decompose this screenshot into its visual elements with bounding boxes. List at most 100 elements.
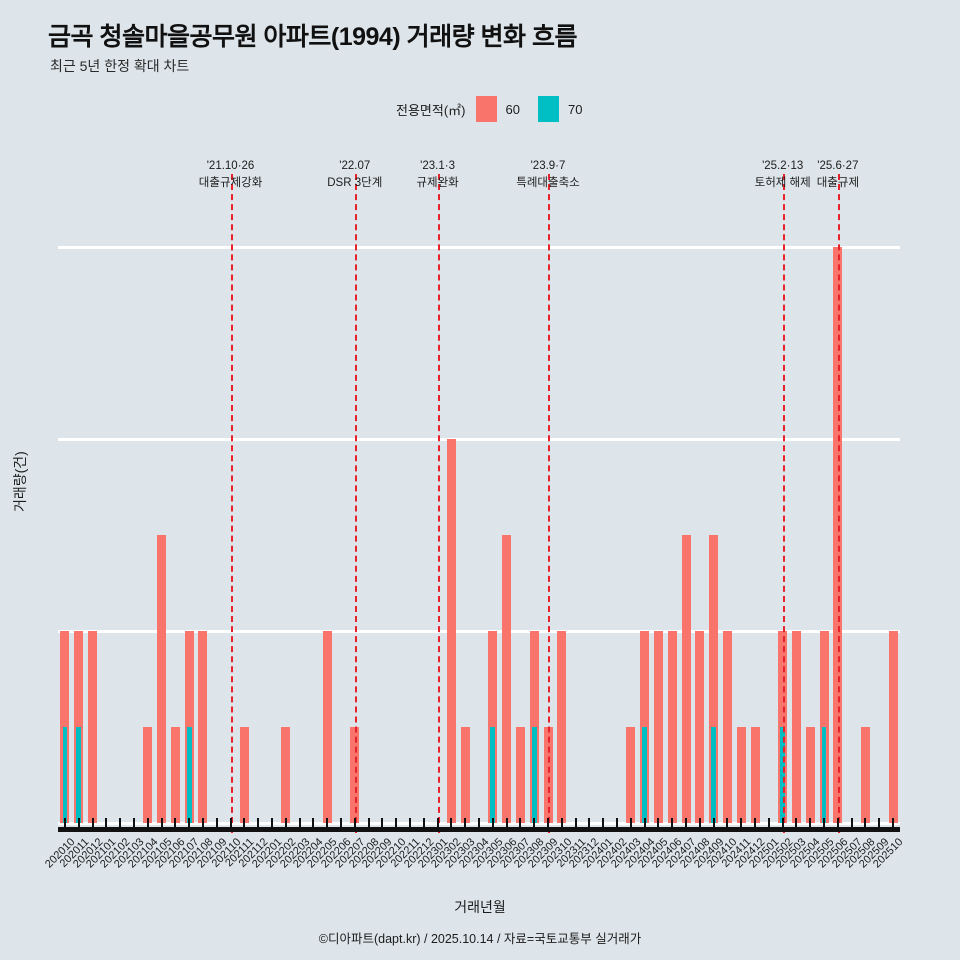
event-label-202301: '23.1·3 규제완화: [416, 158, 458, 192]
event-line-202506: [837, 174, 840, 833]
bar-60-202310[interactable]: [557, 631, 567, 823]
x-tick: [892, 818, 895, 827]
event-label-202506: '25.6·27 대출규제: [817, 158, 859, 192]
bar-70-202409[interactable]: [711, 727, 717, 823]
x-tick: [574, 818, 577, 827]
event-name: 특례대출축소: [516, 177, 580, 189]
bar-60-202012[interactable]: [88, 631, 97, 823]
gridline: [58, 245, 900, 249]
x-tick: [367, 818, 370, 827]
x-tick: [712, 818, 715, 827]
bar-60-202202[interactable]: [281, 727, 291, 823]
x-tick: [257, 818, 260, 827]
bar-60-202411[interactable]: [736, 727, 746, 823]
x-tick: [671, 818, 674, 827]
event-date: '21.10·26: [206, 160, 255, 172]
x-tick: [243, 818, 246, 827]
x-tick: [547, 818, 550, 827]
x-tick: [422, 818, 425, 827]
x-tick: [174, 818, 177, 827]
x-tick: [698, 818, 701, 827]
bar-60-202503[interactable]: [791, 631, 801, 823]
legend-swatch-70: [537, 96, 559, 122]
bar-70-202010[interactable]: [62, 727, 68, 823]
bar-70-202305[interactable]: [490, 727, 496, 823]
x-tick: [119, 818, 122, 827]
bar-60-202307[interactable]: [515, 727, 525, 823]
plot-area: 0246: [58, 174, 900, 833]
x-tick: [836, 818, 839, 827]
bar-70-202011[interactable]: [76, 727, 82, 823]
x-tick: [602, 818, 605, 827]
x-tick: [77, 818, 80, 827]
bar-60-202406[interactable]: [667, 631, 677, 823]
bar-60-202408[interactable]: [695, 631, 705, 823]
bar-70-202107[interactable]: [186, 727, 192, 823]
bar-60-202403[interactable]: [626, 727, 636, 823]
bar-60-202105[interactable]: [157, 535, 167, 823]
x-tick: [436, 818, 439, 827]
x-tick: [809, 818, 812, 827]
legend-item-70[interactable]: 70: [537, 96, 583, 122]
x-tick: [395, 818, 398, 827]
x-tick: [657, 818, 660, 827]
bar-60-202302[interactable]: [446, 439, 456, 823]
x-tick: [643, 818, 646, 827]
legend-label-70: 70: [567, 101, 583, 117]
x-tick: [298, 818, 301, 827]
x-axis: 202010 202011 202012 202101 202102 202103 2021…: [43, 818, 906, 870]
bar-70-202308[interactable]: [531, 727, 537, 823]
legend-swatch-60: [475, 96, 497, 122]
bar-60-202410[interactable]: [722, 631, 732, 823]
y-axis-label: 거래량(건): [12, 451, 28, 512]
bar-60-202405[interactable]: [653, 631, 663, 823]
bar-60-202108[interactable]: [198, 631, 208, 823]
x-tick: [795, 818, 798, 827]
chart-legend: 전용면적(㎡) 60 70: [396, 96, 600, 122]
x-tick: [450, 818, 453, 827]
bar-60-202306[interactable]: [502, 535, 512, 823]
bar-70-202404[interactable]: [642, 727, 648, 823]
bar-60-202407[interactable]: [681, 535, 691, 823]
x-tick: [519, 818, 522, 827]
bar-60-202510[interactable]: [888, 631, 898, 823]
bar-60-202504[interactable]: [805, 727, 815, 823]
legend-item-60[interactable]: 60: [475, 96, 520, 122]
page-title: 금곡 청솔마을공무원 아파트(1994) 거래량 변화 흐름: [48, 23, 578, 51]
x-tick: [215, 818, 218, 827]
x-tick: [685, 818, 688, 827]
x-axis-label: 거래년월: [454, 899, 506, 915]
bar-70-202502[interactable]: [780, 727, 786, 823]
bar-60-202104[interactable]: [143, 727, 153, 823]
x-tick: [726, 818, 729, 827]
event-date: '23.9·7: [530, 160, 566, 172]
bar-70-202505[interactable]: [821, 727, 827, 823]
x-tick: [505, 818, 508, 827]
bar-60-202409[interactable]: [709, 535, 719, 823]
x-tick: [201, 818, 204, 827]
x-tick: [767, 818, 770, 827]
bar-60-202106[interactable]: [170, 727, 180, 823]
bar-60-202508[interactable]: [860, 727, 870, 823]
x-tick: [146, 818, 149, 827]
bar-60-202205[interactable]: [322, 631, 332, 823]
x-tick: [823, 818, 826, 827]
bar-60-202412[interactable]: [750, 727, 760, 823]
event-name: 대출규제: [816, 177, 860, 189]
event-date: '22.07: [339, 160, 371, 172]
event-date: '23.1·3: [420, 160, 455, 172]
x-tick: [229, 818, 232, 827]
x-tick: [464, 818, 467, 827]
event-line-202309: [548, 174, 551, 833]
bar-60-202111[interactable]: [239, 727, 249, 823]
x-tick: [91, 818, 94, 827]
x-tick: [312, 818, 315, 827]
x-tick: [878, 818, 881, 827]
bar-60-202303[interactable]: [460, 727, 470, 823]
x-tick: [284, 818, 287, 827]
x-tick: [850, 818, 853, 827]
x-tick: [270, 818, 273, 827]
event-name: 대출규제강화: [198, 177, 263, 189]
x-tick: [63, 818, 66, 827]
x-tick: [864, 818, 867, 827]
